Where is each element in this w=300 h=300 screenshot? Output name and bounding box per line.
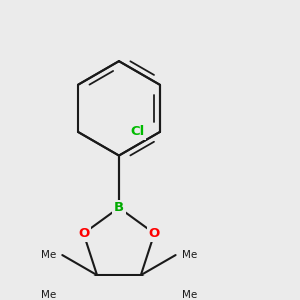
Text: O: O — [149, 227, 160, 240]
Text: Me: Me — [41, 250, 56, 260]
Text: Me: Me — [182, 290, 197, 300]
Text: B: B — [114, 201, 124, 214]
Text: Me: Me — [41, 290, 56, 300]
Text: Me: Me — [182, 250, 197, 260]
Text: O: O — [78, 227, 89, 240]
Text: Cl: Cl — [130, 125, 145, 139]
